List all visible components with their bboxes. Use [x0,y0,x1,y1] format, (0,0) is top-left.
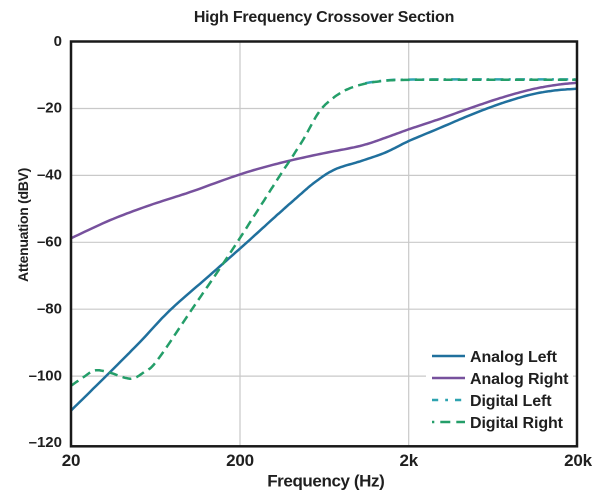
svg-text:2k: 2k [399,451,418,470]
svg-text:–100: –100 [29,367,62,384]
svg-text:Analog Right: Analog Right [470,371,569,388]
svg-text:–80: –80 [37,300,62,317]
svg-text:20: 20 [62,451,81,470]
svg-text:Frequency (Hz): Frequency (Hz) [267,472,384,491]
svg-text:–120: –120 [29,434,62,451]
svg-text:–60: –60 [37,234,62,251]
svg-text:20k: 20k [564,451,593,470]
svg-text:0: 0 [54,33,62,50]
svg-text:High Frequency Crossover Secti: High Frequency Crossover Section [194,9,454,26]
svg-text:Digital Right: Digital Right [470,415,564,432]
svg-text:Digital Left: Digital Left [470,393,552,410]
svg-text:–40: –40 [37,167,62,184]
svg-text:Analog Left: Analog Left [470,349,558,366]
svg-text:Attenuation (dBV): Attenuation (dBV) [15,168,31,282]
svg-text:200: 200 [226,451,254,470]
svg-text:–20: –20 [37,100,62,117]
